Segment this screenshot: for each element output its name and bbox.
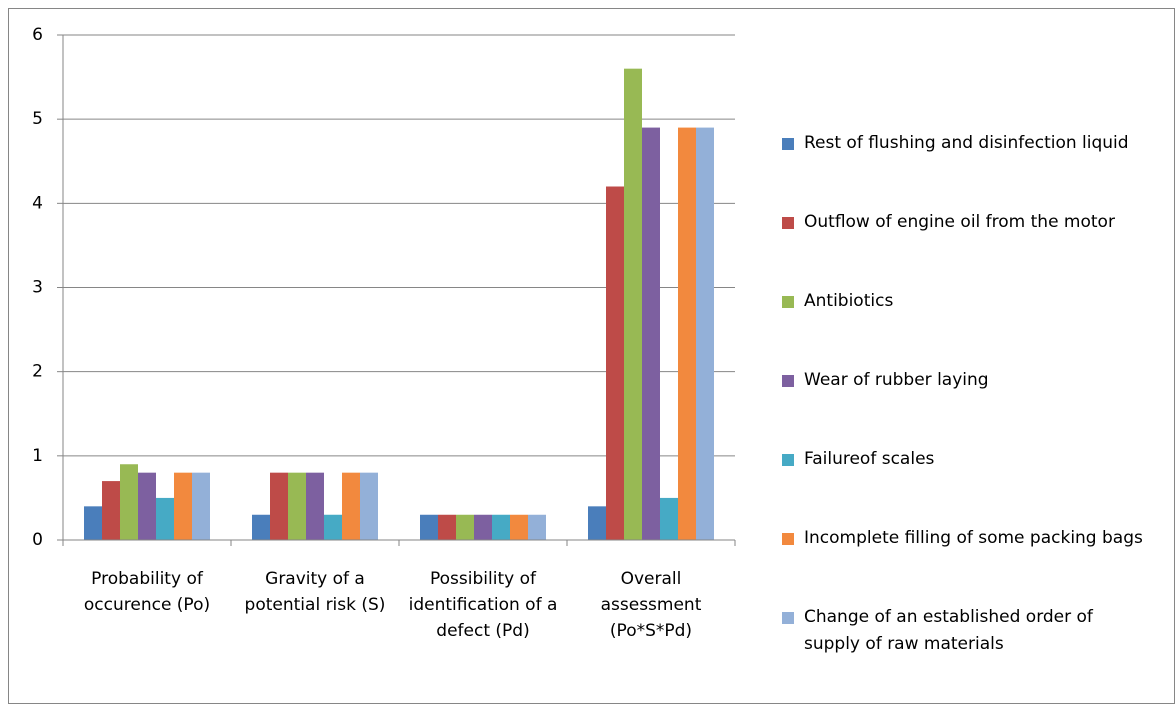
bar <box>192 472 210 540</box>
bar <box>342 472 360 540</box>
x-tick-label: Probability of occurence (Po) <box>83 569 211 615</box>
bar <box>102 481 120 540</box>
legend-swatch <box>782 454 794 466</box>
bar <box>606 186 624 540</box>
bar <box>252 514 270 540</box>
legend-item: Failureof scales <box>780 446 1150 473</box>
bar <box>420 514 438 540</box>
legend-label: Failureof scales <box>804 449 935 469</box>
y-tick-label: 0 <box>32 530 43 550</box>
bar <box>138 472 156 540</box>
legend-label: Outflow of engine oil from the motor <box>804 212 1115 232</box>
bar <box>678 127 696 540</box>
y-tick-label: 5 <box>32 109 43 129</box>
legend-swatch <box>782 533 794 545</box>
legend-item: Antibiotics <box>780 288 1150 315</box>
bar <box>642 127 660 540</box>
legend-item: Wear of rubber laying <box>780 367 1150 394</box>
y-tick-label: 2 <box>32 362 43 382</box>
legend-item: Incomplete filling of some packing bags <box>780 525 1150 552</box>
bar <box>438 514 456 540</box>
bar <box>288 472 306 540</box>
bar <box>492 514 510 540</box>
legend-item: Rest of flushing and disinfection liquid <box>780 130 1150 157</box>
legend-label: Wear of rubber laying <box>804 370 989 390</box>
legend-item: Outflow of engine oil from the motor <box>780 209 1150 236</box>
bar <box>510 514 528 540</box>
bar <box>306 472 324 540</box>
legend-swatch <box>782 612 794 624</box>
bar <box>156 497 174 540</box>
legend-swatch <box>782 217 794 229</box>
y-tick-label: 3 <box>32 278 43 298</box>
bar <box>120 464 138 540</box>
bar <box>588 506 606 540</box>
x-tick-label: Gravity of a potential risk (S) <box>244 569 386 615</box>
bar <box>270 472 288 540</box>
legend-item: Change of an established order of supply… <box>780 604 1150 658</box>
legend-swatch <box>782 138 794 150</box>
bar <box>528 514 546 540</box>
y-tick-label: 6 <box>32 25 43 45</box>
legend-label: Incomplete filling of some packing bags <box>804 528 1143 548</box>
x-tick-label: Possibility of identification of a defec… <box>408 569 558 641</box>
y-tick-label: 1 <box>32 446 43 466</box>
bar <box>84 506 102 540</box>
bar <box>474 514 492 540</box>
legend-label: Change of an established order of supply… <box>804 607 1093 654</box>
y-tick-label: 4 <box>32 193 43 213</box>
x-tick-label: Overall assessment (Po*S*Pd) <box>600 569 702 641</box>
bar <box>660 497 678 540</box>
legend-swatch <box>782 375 794 387</box>
bar <box>624 68 642 541</box>
bar <box>324 514 342 540</box>
bar <box>174 472 192 540</box>
bar <box>360 472 378 540</box>
bar <box>456 514 474 540</box>
bar <box>696 127 714 540</box>
legend-label: Rest of flushing and disinfection liquid <box>804 133 1129 153</box>
legend-swatch <box>782 296 794 308</box>
legend-label: Antibiotics <box>804 291 894 311</box>
